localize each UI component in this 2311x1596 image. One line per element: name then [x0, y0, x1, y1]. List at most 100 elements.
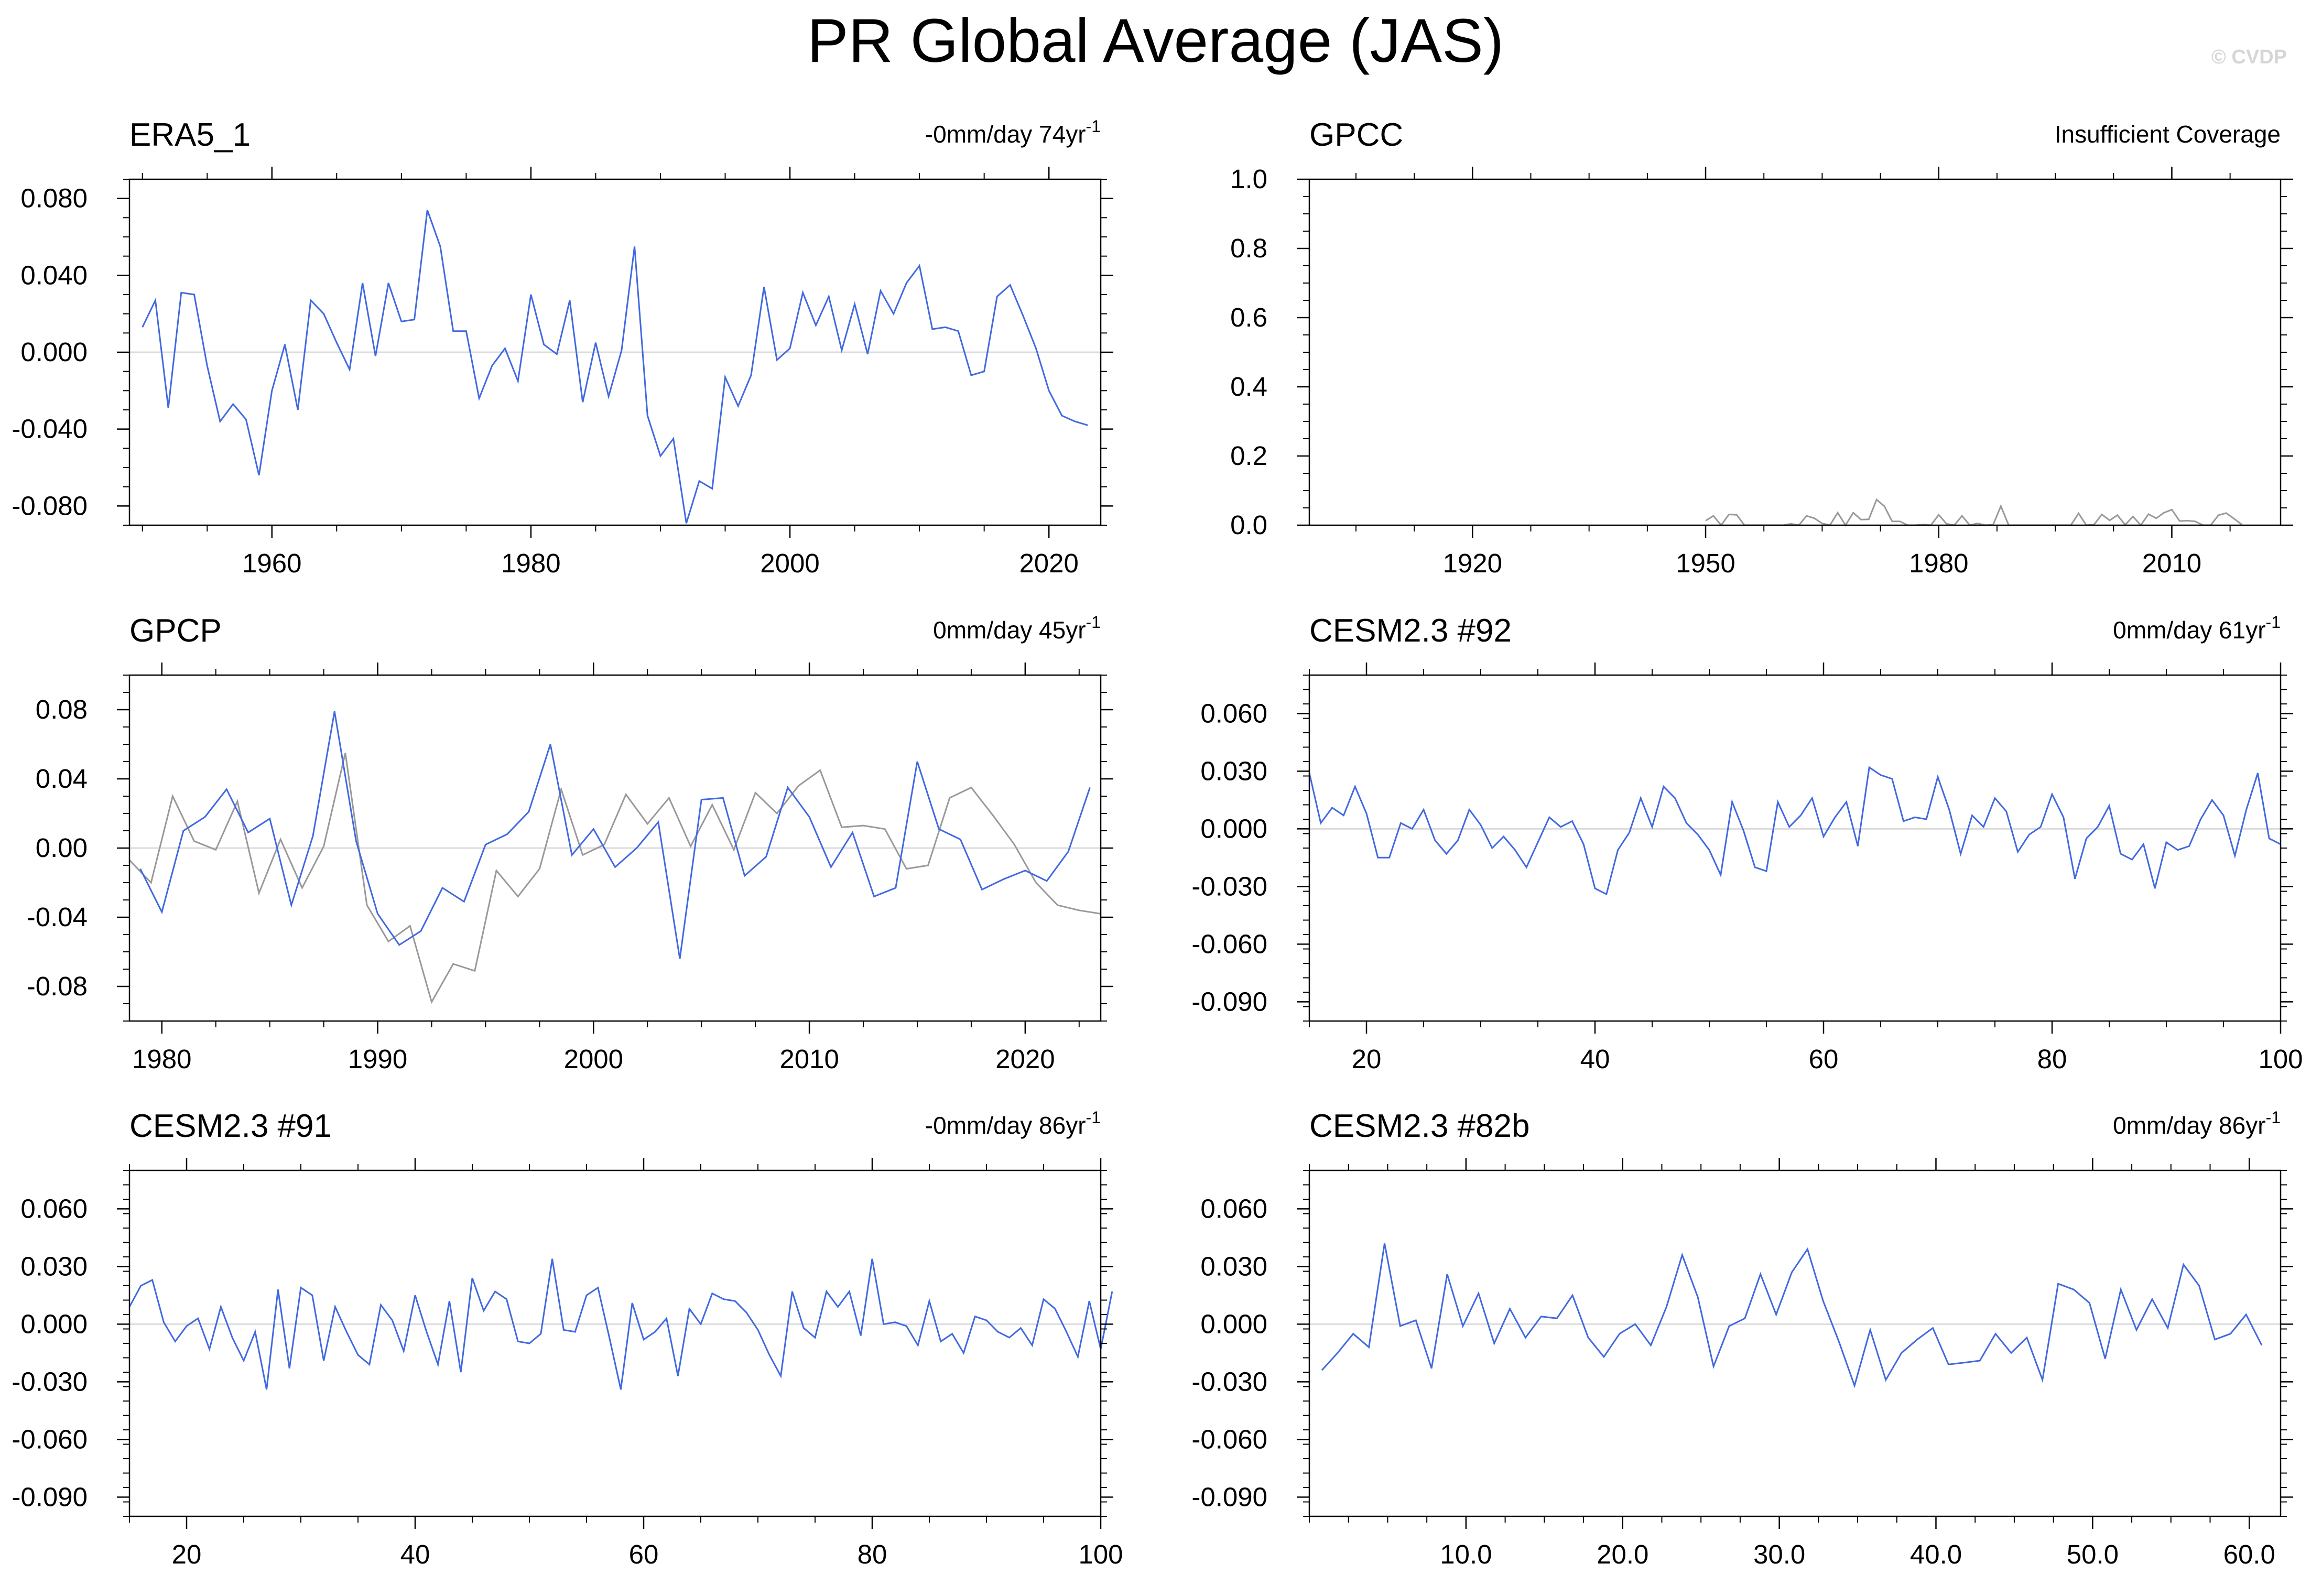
x-tick-label: 2010 — [2142, 548, 2201, 578]
chart-panel-5: CESM2.3 #91 -0mm/day 86yr-1 20 40 60 80 100 0.0… — [12, 1108, 1123, 1569]
trend-stat-text: 0mm/day 45yr — [933, 616, 1086, 644]
plot-frame — [1308, 674, 2282, 1022]
chart-panel-1: ERA5_1 -0mm/day 74yr-1 1960 1980 2000 2020 0.0… — [12, 117, 1113, 578]
panel-title: GPCC — [1309, 117, 1403, 153]
series-line-1 — [128, 753, 1101, 1004]
y-tick-label: -0.08 — [27, 971, 88, 1001]
copyright-watermark: © CVDP — [2211, 46, 2287, 68]
x-tick-label: 40 — [400, 1539, 430, 1569]
y-tick-label: 0.030 — [20, 1251, 88, 1281]
y-tick-label: 0.060 — [1200, 1193, 1267, 1223]
panel-title: ERA5_1 — [129, 117, 251, 153]
trend-stat-text: 0mm/day 86yr — [2113, 1112, 2265, 1139]
series-line-1 — [142, 210, 1088, 524]
y-tick-label: 0.000 — [20, 1309, 88, 1339]
x-tick-label: 1980 — [501, 548, 560, 578]
x-tick-label: 2020 — [995, 1044, 1055, 1074]
y-tick-label: -0.060 — [1191, 929, 1267, 959]
panel-title: CESM2.3 #82b — [1309, 1108, 1529, 1144]
series-line-1 — [1705, 498, 2242, 527]
x-tick-label: 1990 — [348, 1044, 407, 1074]
panel-trend-stat: 0mm/day 61yr-1 — [2113, 613, 2281, 644]
x-tick-label: 50.0 — [2067, 1539, 2119, 1569]
y-tick-label: -0.080 — [12, 491, 88, 520]
trend-stat-superscript: -1 — [1086, 613, 1101, 632]
trend-stat-superscript: -1 — [1086, 1108, 1101, 1127]
series-line-2 — [139, 711, 1091, 959]
x-tick-label: 20.0 — [1597, 1539, 1648, 1569]
trend-stat-superscript: -1 — [2266, 1108, 2281, 1127]
trend-stat-text: -0mm/day 74yr — [925, 121, 1086, 148]
panel-trend-stat: -0mm/day 74yr-1 — [925, 117, 1101, 148]
trend-stat-superscript: -1 — [2266, 613, 2281, 632]
panel-title: CESM2.3 #91 — [129, 1108, 332, 1144]
x-tick-label: 2000 — [564, 1044, 623, 1074]
trend-stat-text: Insufficient Coverage — [2055, 121, 2281, 148]
panel-trend-stat: 0mm/day 86yr-1 — [2113, 1108, 2281, 1139]
y-tick-label: 0.000 — [1200, 1309, 1267, 1339]
plot-frame — [1308, 178, 2282, 526]
x-tick-label: 2020 — [1019, 548, 1078, 578]
y-tick-label: 0.0 — [1230, 510, 1267, 540]
y-tick-label: -0.040 — [12, 414, 88, 444]
y-tick-label: -0.090 — [1191, 986, 1267, 1016]
x-tick-label: 60 — [629, 1539, 659, 1569]
x-tick-label: 10.0 — [1440, 1539, 1492, 1569]
x-tick-label: 100 — [2258, 1044, 2303, 1074]
trend-stat-superscript: -1 — [1086, 117, 1101, 136]
series-line-1 — [128, 1258, 1113, 1390]
plot-frame — [128, 1169, 1102, 1517]
y-tick-label: 0.080 — [20, 183, 88, 213]
y-tick-label: -0.090 — [12, 1482, 88, 1512]
x-tick-label: 2000 — [760, 548, 819, 578]
series-line-1 — [1308, 766, 2281, 896]
y-tick-label: -0.060 — [12, 1424, 88, 1454]
panel-title: CESM2.3 #92 — [1309, 613, 1512, 649]
figure-title: PR Global Average (JAS) — [807, 6, 1504, 75]
y-tick-label: 1.0 — [1230, 164, 1267, 194]
y-tick-label: -0.030 — [1191, 1366, 1267, 1396]
y-tick-label: 0.000 — [1200, 813, 1267, 843]
chart-panel-2: GPCC Insufficient Coverage 1920 1950 1980 201… — [1230, 117, 2293, 578]
x-tick-label: 80 — [858, 1539, 887, 1569]
y-tick-label: -0.090 — [1191, 1482, 1267, 1512]
y-tick-label: 0.2 — [1230, 441, 1267, 471]
plot-frame — [1308, 1169, 2282, 1517]
y-tick-label: -0.060 — [1191, 1424, 1267, 1454]
x-tick-label: 30.0 — [1753, 1539, 1805, 1569]
y-tick-label: 0.6 — [1230, 302, 1267, 332]
chart-panel-3: GPCP 0mm/day 45yr-1 1980 1990 2000 2010 2020 0.… — [27, 613, 1113, 1074]
x-tick-label: 40.0 — [1910, 1539, 1962, 1569]
y-tick-label: 0.08 — [36, 694, 88, 724]
x-tick-label: 40 — [1580, 1044, 1610, 1074]
chart-panel-4: CESM2.3 #92 0mm/day 61yr-1 20 40 60 80 100 0.06… — [1191, 613, 2303, 1074]
y-tick-label: 0.030 — [1200, 1251, 1267, 1281]
chart-panel-6: CESM2.3 #82b 0mm/day 86yr-1 10.0 20.0 30.0 40… — [1191, 1108, 2293, 1569]
y-tick-label: 0.4 — [1230, 372, 1267, 401]
y-tick-label: 0.000 — [20, 337, 88, 367]
x-tick-label: 1980 — [1909, 548, 1968, 578]
y-tick-label: 0.060 — [1200, 698, 1267, 728]
x-tick-label: 80 — [2037, 1044, 2067, 1074]
y-tick-label: 0.8 — [1230, 233, 1267, 263]
x-tick-label: 60 — [1809, 1044, 1839, 1074]
x-tick-label: 1980 — [132, 1044, 191, 1074]
x-tick-label: 1920 — [1443, 548, 1502, 578]
y-tick-label: 0.04 — [36, 764, 88, 794]
panel-trend-stat: 0mm/day 45yr-1 — [933, 613, 1101, 644]
x-tick-label: 2010 — [779, 1044, 839, 1074]
y-tick-label: 0.040 — [20, 260, 88, 290]
trend-stat-text: 0mm/day 61yr — [2113, 616, 2265, 644]
x-tick-label: 1960 — [242, 548, 301, 578]
y-tick-label: -0.030 — [12, 1366, 88, 1396]
y-tick-label: 0.00 — [36, 833, 88, 863]
y-tick-label: 0.060 — [20, 1193, 88, 1223]
x-tick-label: 20 — [1352, 1044, 1382, 1074]
x-tick-label: 20 — [172, 1539, 202, 1569]
panel-trend-stat: -0mm/day 86yr-1 — [925, 1108, 1101, 1139]
panel-trend-stat: Insufficient Coverage — [2055, 121, 2281, 148]
x-tick-label: 100 — [1078, 1539, 1123, 1569]
y-tick-label: -0.030 — [1191, 871, 1267, 901]
panel-title: GPCP — [129, 613, 222, 649]
